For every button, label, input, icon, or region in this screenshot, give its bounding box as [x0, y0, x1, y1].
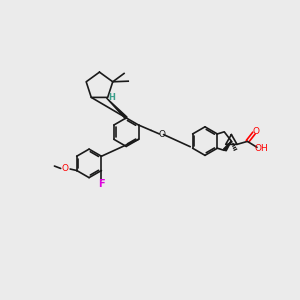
Text: O: O: [62, 164, 69, 173]
Text: O: O: [252, 128, 259, 136]
Polygon shape: [224, 141, 231, 151]
Text: F: F: [98, 178, 105, 189]
Polygon shape: [106, 98, 127, 119]
Text: H: H: [108, 94, 115, 103]
Text: OH: OH: [255, 144, 268, 153]
Text: O: O: [158, 130, 165, 139]
